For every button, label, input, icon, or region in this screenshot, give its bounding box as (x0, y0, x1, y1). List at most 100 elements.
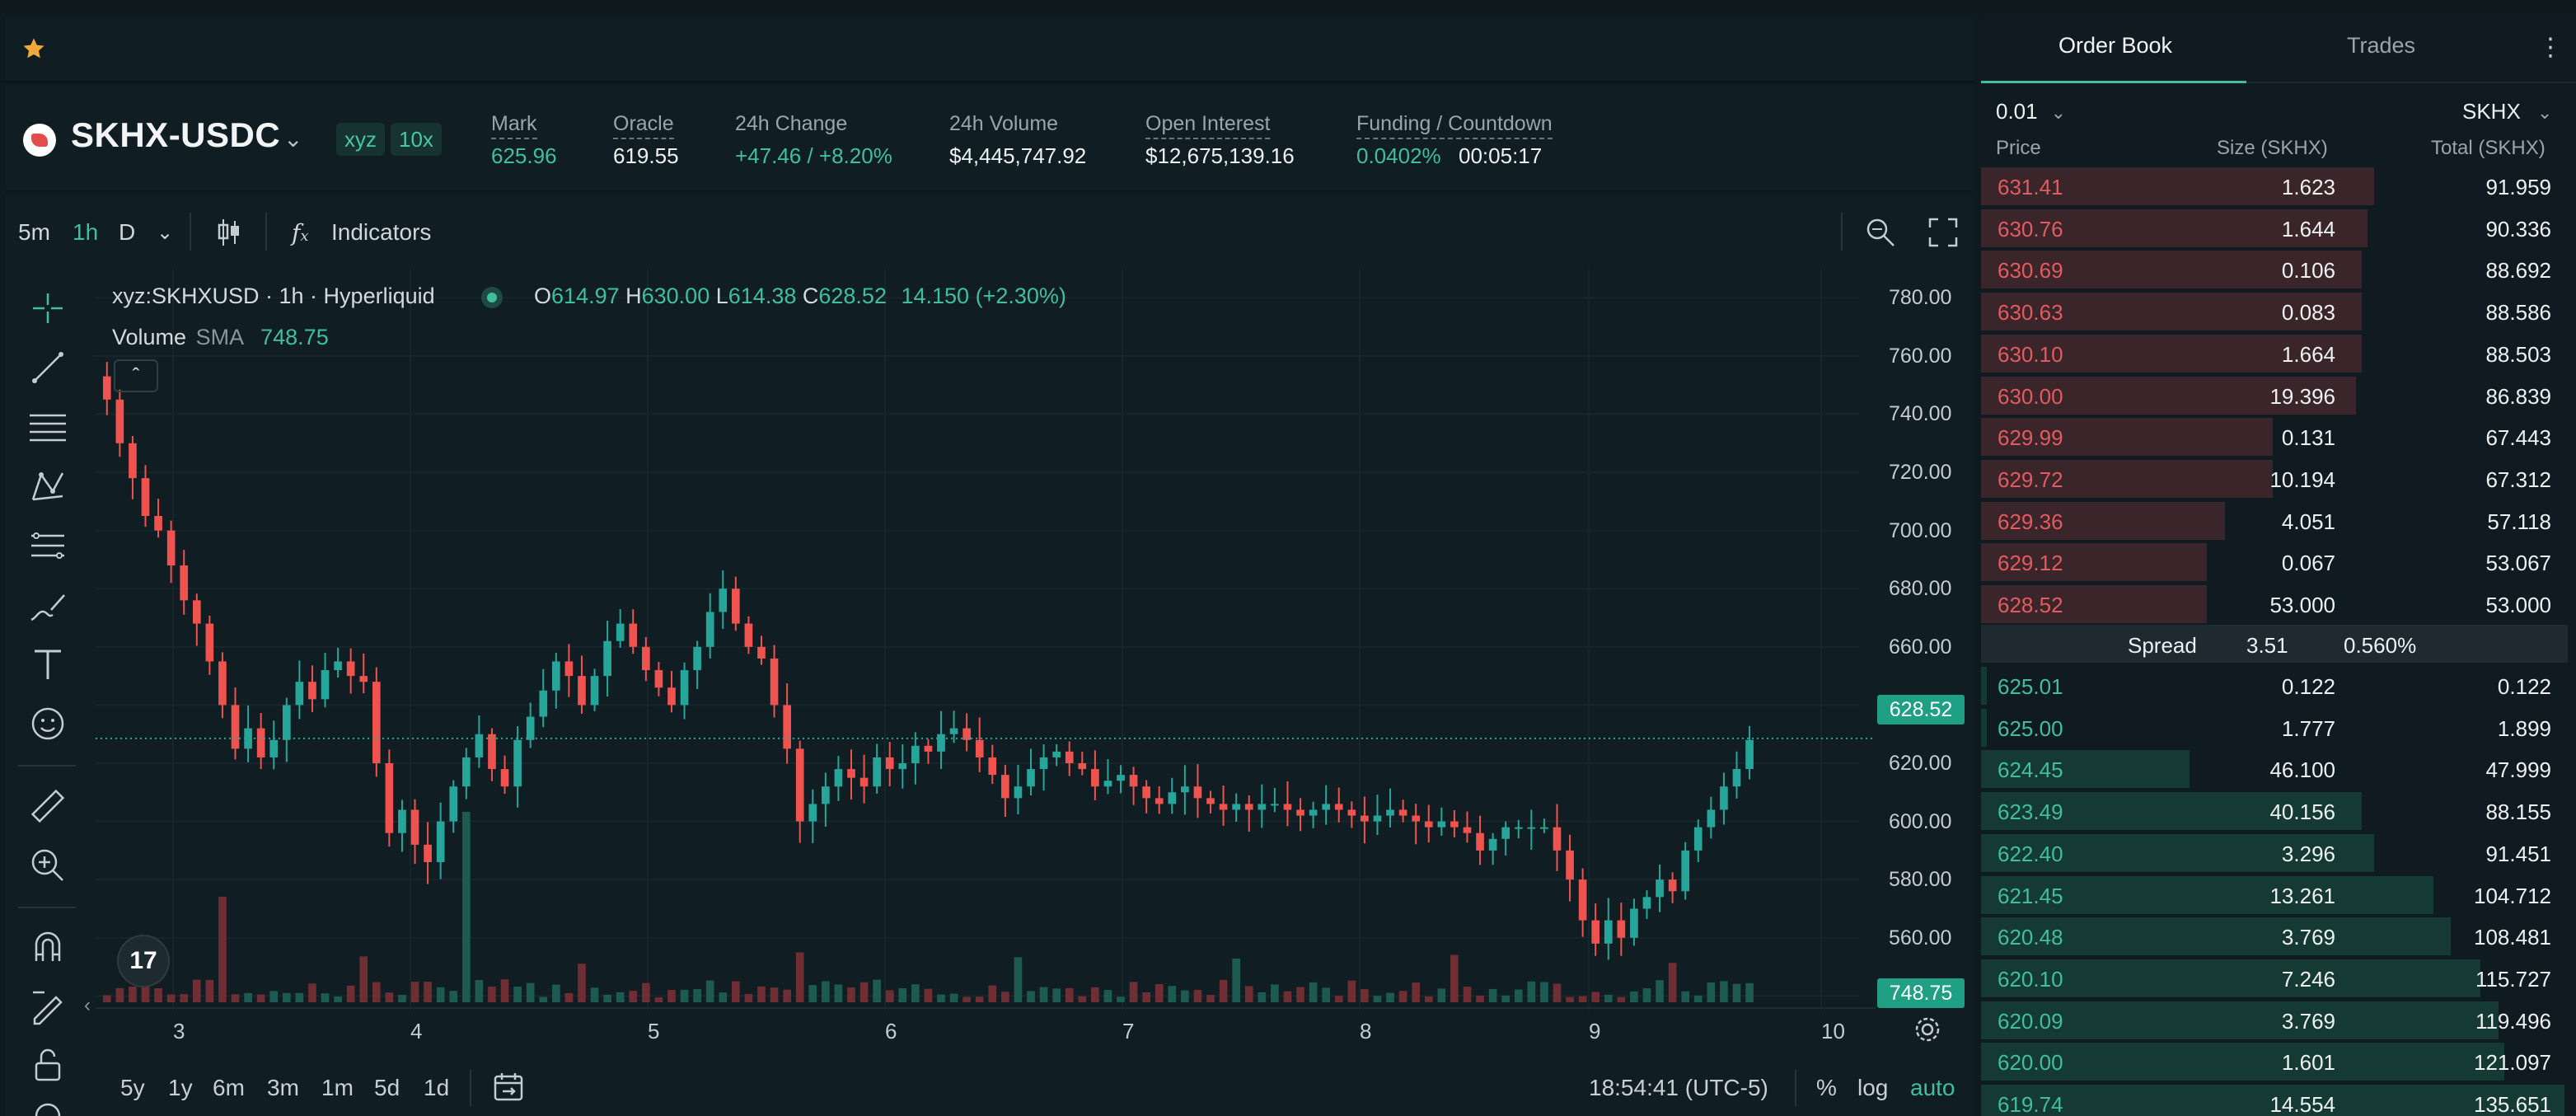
calendar-goto-icon[interactable] (493, 1071, 524, 1103)
range-1y[interactable]: 1y (168, 1075, 193, 1100)
percent-scale-toggle[interactable]: % (1816, 1075, 1837, 1100)
interval-5m[interactable]: 5m (18, 219, 50, 245)
fib-retracement-icon[interactable] (28, 407, 68, 447)
chart-clock[interactable]: 18:54:41 (UTC-5) (1589, 1075, 1768, 1100)
interval-1h[interactable]: 1h (73, 219, 99, 245)
fullscreen-icon[interactable] (1928, 218, 1958, 247)
log-scale-toggle[interactable]: log (1857, 1075, 1889, 1100)
volume-bar (1476, 995, 1484, 1002)
range-3m[interactable]: 3m (267, 1075, 299, 1100)
unlock-icon[interactable] (28, 1045, 68, 1085)
spread-row: Spread 3.51 0.560% (1981, 625, 2568, 663)
pair-selector[interactable]: SKHX-USDC (71, 115, 281, 154)
candle (488, 728, 496, 781)
y-tick-label: 560.00 (1889, 926, 1952, 950)
collapse-toolbar-icon[interactable]: ‹ (84, 994, 91, 1016)
magnet-icon[interactable] (28, 926, 68, 966)
volume-bar (885, 990, 894, 1002)
emoji-icon[interactable] (28, 704, 68, 743)
coin-logo (23, 124, 56, 157)
bid-row[interactable]: 620.09 3.769 119.496 (1981, 1001, 2576, 1040)
ask-size: 0.067 (2281, 551, 2335, 576)
candle (321, 653, 330, 708)
interval-dropdown-icon[interactable]: ⌄ (157, 222, 174, 244)
candle (1271, 787, 1279, 813)
bid-row[interactable]: 623.49 40.156 88.155 (1981, 791, 2576, 831)
brush-icon[interactable] (28, 585, 68, 625)
ask-row[interactable]: 630.00 19.396 86.839 (1981, 376, 2576, 415)
bid-row[interactable]: 620.48 3.769 108.481 (1981, 917, 2576, 956)
ask-row[interactable]: 630.76 1.644 90.336 (1981, 209, 2576, 248)
depth-bar (1981, 543, 2208, 582)
volume-bar (654, 996, 663, 1002)
bid-row[interactable]: 622.40 3.296 91.451 (1981, 833, 2576, 873)
indicators-button[interactable]: Indicators (331, 219, 432, 245)
ask-row[interactable]: 630.63 0.083 88.586 (1981, 292, 2576, 331)
ask-row[interactable]: 630.69 0.106 88.692 (1981, 250, 2576, 289)
candles-icon[interactable] (216, 218, 242, 247)
ask-size: 0.131 (2281, 425, 2335, 451)
range-5y[interactable]: 5y (120, 1075, 145, 1100)
range-6m[interactable]: 6m (213, 1075, 245, 1100)
volume-bar (1334, 996, 1343, 1002)
stat-mark-label: Mark (491, 112, 537, 139)
volume-bar (1206, 995, 1215, 1002)
bid-total: 91.451 (2485, 841, 2551, 866)
bid-total: 121.097 (2474, 1050, 2551, 1076)
candle (822, 772, 830, 827)
bid-row[interactable]: 619.74 14.554 135.651 (1981, 1084, 2576, 1116)
low-label: L (715, 284, 728, 308)
ask-row[interactable]: 629.36 4.051 57.118 (1981, 501, 2576, 541)
bid-row[interactable]: 620.00 1.601 121.097 (1981, 1042, 2576, 1081)
volume-bar (526, 982, 535, 1002)
bid-row[interactable]: 621.45 13.261 104.712 (1981, 875, 2576, 915)
range-1m[interactable]: 1m (321, 1075, 354, 1100)
fx-icon[interactable]: fx (292, 219, 309, 246)
volume-bar (256, 994, 265, 1002)
bid-row[interactable]: 625.00 1.777 1.899 (1981, 708, 2576, 748)
interval-d[interactable]: D (119, 219, 136, 245)
zoom-search-icon[interactable] (1864, 216, 1897, 249)
price-chart[interactable] (96, 269, 1876, 1010)
trend-line-icon[interactable] (28, 348, 68, 387)
prediction-icon[interactable] (28, 526, 68, 565)
ask-row[interactable]: 629.12 0.067 53.067 (1981, 542, 2576, 582)
crosshair-icon[interactable] (28, 288, 68, 328)
candle (603, 621, 611, 697)
range-5d[interactable]: 5d (374, 1075, 400, 1100)
auto-scale-toggle[interactable]: auto (1910, 1075, 1955, 1100)
volume-bar (1347, 980, 1356, 1002)
draw-lock-icon[interactable] (28, 986, 68, 1025)
ask-row[interactable]: 631.41 1.623 91.959 (1981, 166, 2576, 206)
bid-row[interactable]: 625.01 0.122 0.122 (1981, 666, 2576, 706)
ask-row[interactable]: 629.72 10.194 67.312 (1981, 459, 2576, 499)
volume-bar (719, 992, 728, 1002)
ask-row[interactable]: 628.52 53.000 53.000 (1981, 584, 2576, 624)
bid-row[interactable]: 620.10 7.246 115.727 (1981, 959, 2576, 998)
range-1d[interactable]: 1d (424, 1075, 450, 1100)
tab-order-book[interactable]: Order Book (2058, 33, 2173, 58)
ask-row[interactable]: 629.99 0.131 67.443 (1981, 417, 2576, 457)
candle (1347, 801, 1356, 828)
leverage-badge[interactable]: 10x (391, 123, 442, 156)
pattern-icon[interactable] (28, 467, 68, 506)
ask-row[interactable]: 630.10 1.664 88.503 (1981, 334, 2576, 373)
candle (680, 662, 689, 720)
settings-gear-icon[interactable] (1913, 1015, 1941, 1043)
zoom-in-icon[interactable] (28, 846, 68, 885)
collapse-legend-button[interactable]: ˆ (114, 359, 158, 392)
volume-bar (1361, 989, 1369, 1002)
tradingview-logo[interactable]: 17 (117, 935, 170, 987)
asset-select[interactable]: SKHX ⌄ (2462, 99, 2552, 124)
candle (475, 715, 484, 768)
text-icon[interactable] (28, 645, 68, 684)
ruler-icon[interactable] (28, 786, 68, 826)
chevron-down-icon[interactable]: ⌄ (283, 126, 303, 152)
bid-row[interactable]: 624.45 46.100 47.999 (1981, 749, 2576, 789)
tab-trades[interactable]: Trades (2347, 33, 2416, 58)
tick-size-select[interactable]: 0.01 ⌄ (1996, 99, 2066, 124)
more-options-icon[interactable]: ⋮ (2538, 34, 2563, 61)
eye-icon[interactable] (28, 1096, 68, 1116)
range-divider (470, 1070, 471, 1106)
star-icon[interactable] (21, 36, 46, 61)
